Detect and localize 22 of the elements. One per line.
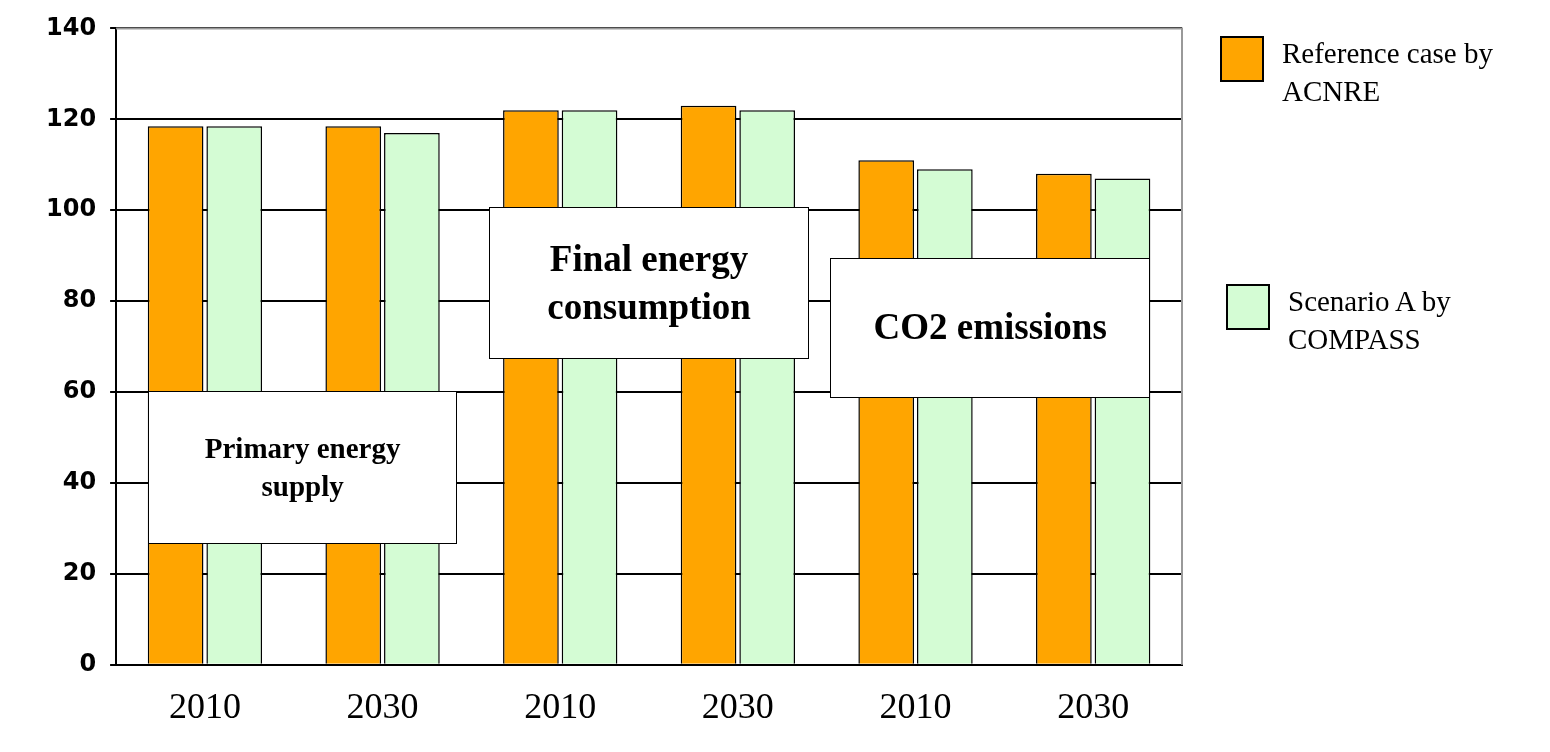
legend-label: Scenario A by COMPASS (1288, 284, 1452, 357)
annotation: Final energy consumption (546, 236, 752, 329)
x-tick-label: 2010 (524, 685, 597, 726)
annotation: CO2 emissions (873, 305, 1107, 350)
y-tick-label: 140 (45, 12, 97, 41)
y-tick-label: 100 (45, 194, 97, 223)
annotation: Primary energy supply (203, 430, 402, 504)
y-tick-label: 60 (62, 376, 97, 405)
label-box: CO2 emissions (830, 257, 1150, 398)
y-tick-label: 120 (45, 103, 97, 132)
y-tick-label: 40 (62, 467, 97, 496)
label-box: Primary energy supply (148, 391, 458, 544)
x-tick-label: 2030 (701, 685, 774, 726)
label-box: Final energy consumption (489, 206, 809, 360)
legend-label: Reference case by ACNRE (1282, 36, 1494, 109)
x-tick-label: 2030 (346, 685, 419, 726)
y-tick-label: 20 (62, 558, 97, 587)
y-tick-label: 0 (79, 649, 97, 678)
x-tick-label: 2010 (168, 685, 241, 726)
x-tick-label: 2030 (1057, 685, 1130, 726)
x-tick-label: 2010 (879, 685, 952, 726)
y-tick-label: 80 (62, 285, 97, 314)
